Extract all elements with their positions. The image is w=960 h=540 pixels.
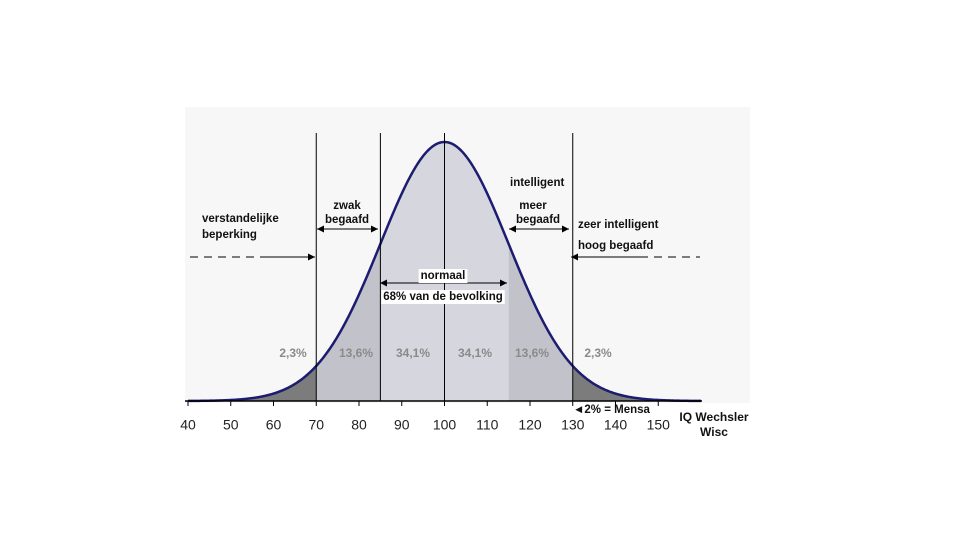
x-tick-label: 100 xyxy=(433,417,457,433)
value-label: 13,6% xyxy=(339,346,373,360)
value-label: 34,1% xyxy=(458,346,492,360)
label-box xyxy=(381,290,505,305)
annotation: beperking xyxy=(202,229,257,241)
x-tick-label: 60 xyxy=(266,417,282,433)
annotation: intelligent xyxy=(510,177,564,189)
value-label: 2,3% xyxy=(584,346,612,360)
annotation: ◄2% = Mensa xyxy=(573,404,651,416)
annotation: normaal xyxy=(421,270,466,282)
value-label: 13,6% xyxy=(515,346,549,360)
x-tick-label: 80 xyxy=(351,417,367,433)
annotation: 68% van de bevolking xyxy=(383,291,503,303)
x-axis-label: IQ Wechsler xyxy=(679,410,748,424)
band xyxy=(572,365,701,401)
annotation: hoog begaafd xyxy=(578,240,653,252)
x-tick-label: 50 xyxy=(223,417,239,433)
annotation: meer xyxy=(519,200,547,212)
x-tick-label: 40 xyxy=(180,417,196,433)
x-tick-label: 150 xyxy=(647,417,671,433)
x-tick-label: 120 xyxy=(518,417,542,433)
annotation: verstandelijke xyxy=(202,213,279,225)
band xyxy=(188,365,317,401)
x-tick-label: 140 xyxy=(604,417,628,433)
annotation: zeer intelligent xyxy=(578,219,659,231)
annotation: begaafd xyxy=(516,214,560,226)
value-label: 34,1% xyxy=(396,346,430,360)
x-tick-label: 130 xyxy=(561,417,585,433)
x-tick-label: 90 xyxy=(394,417,410,433)
annotation: zwak xyxy=(333,200,361,212)
annotation: begaafd xyxy=(325,214,369,226)
label-box xyxy=(418,269,468,284)
value-label: 2,3% xyxy=(279,346,307,360)
x-tick-label: 70 xyxy=(308,417,324,433)
x-tick-label: 110 xyxy=(476,417,499,433)
x-axis-label: Wisc xyxy=(700,425,728,439)
